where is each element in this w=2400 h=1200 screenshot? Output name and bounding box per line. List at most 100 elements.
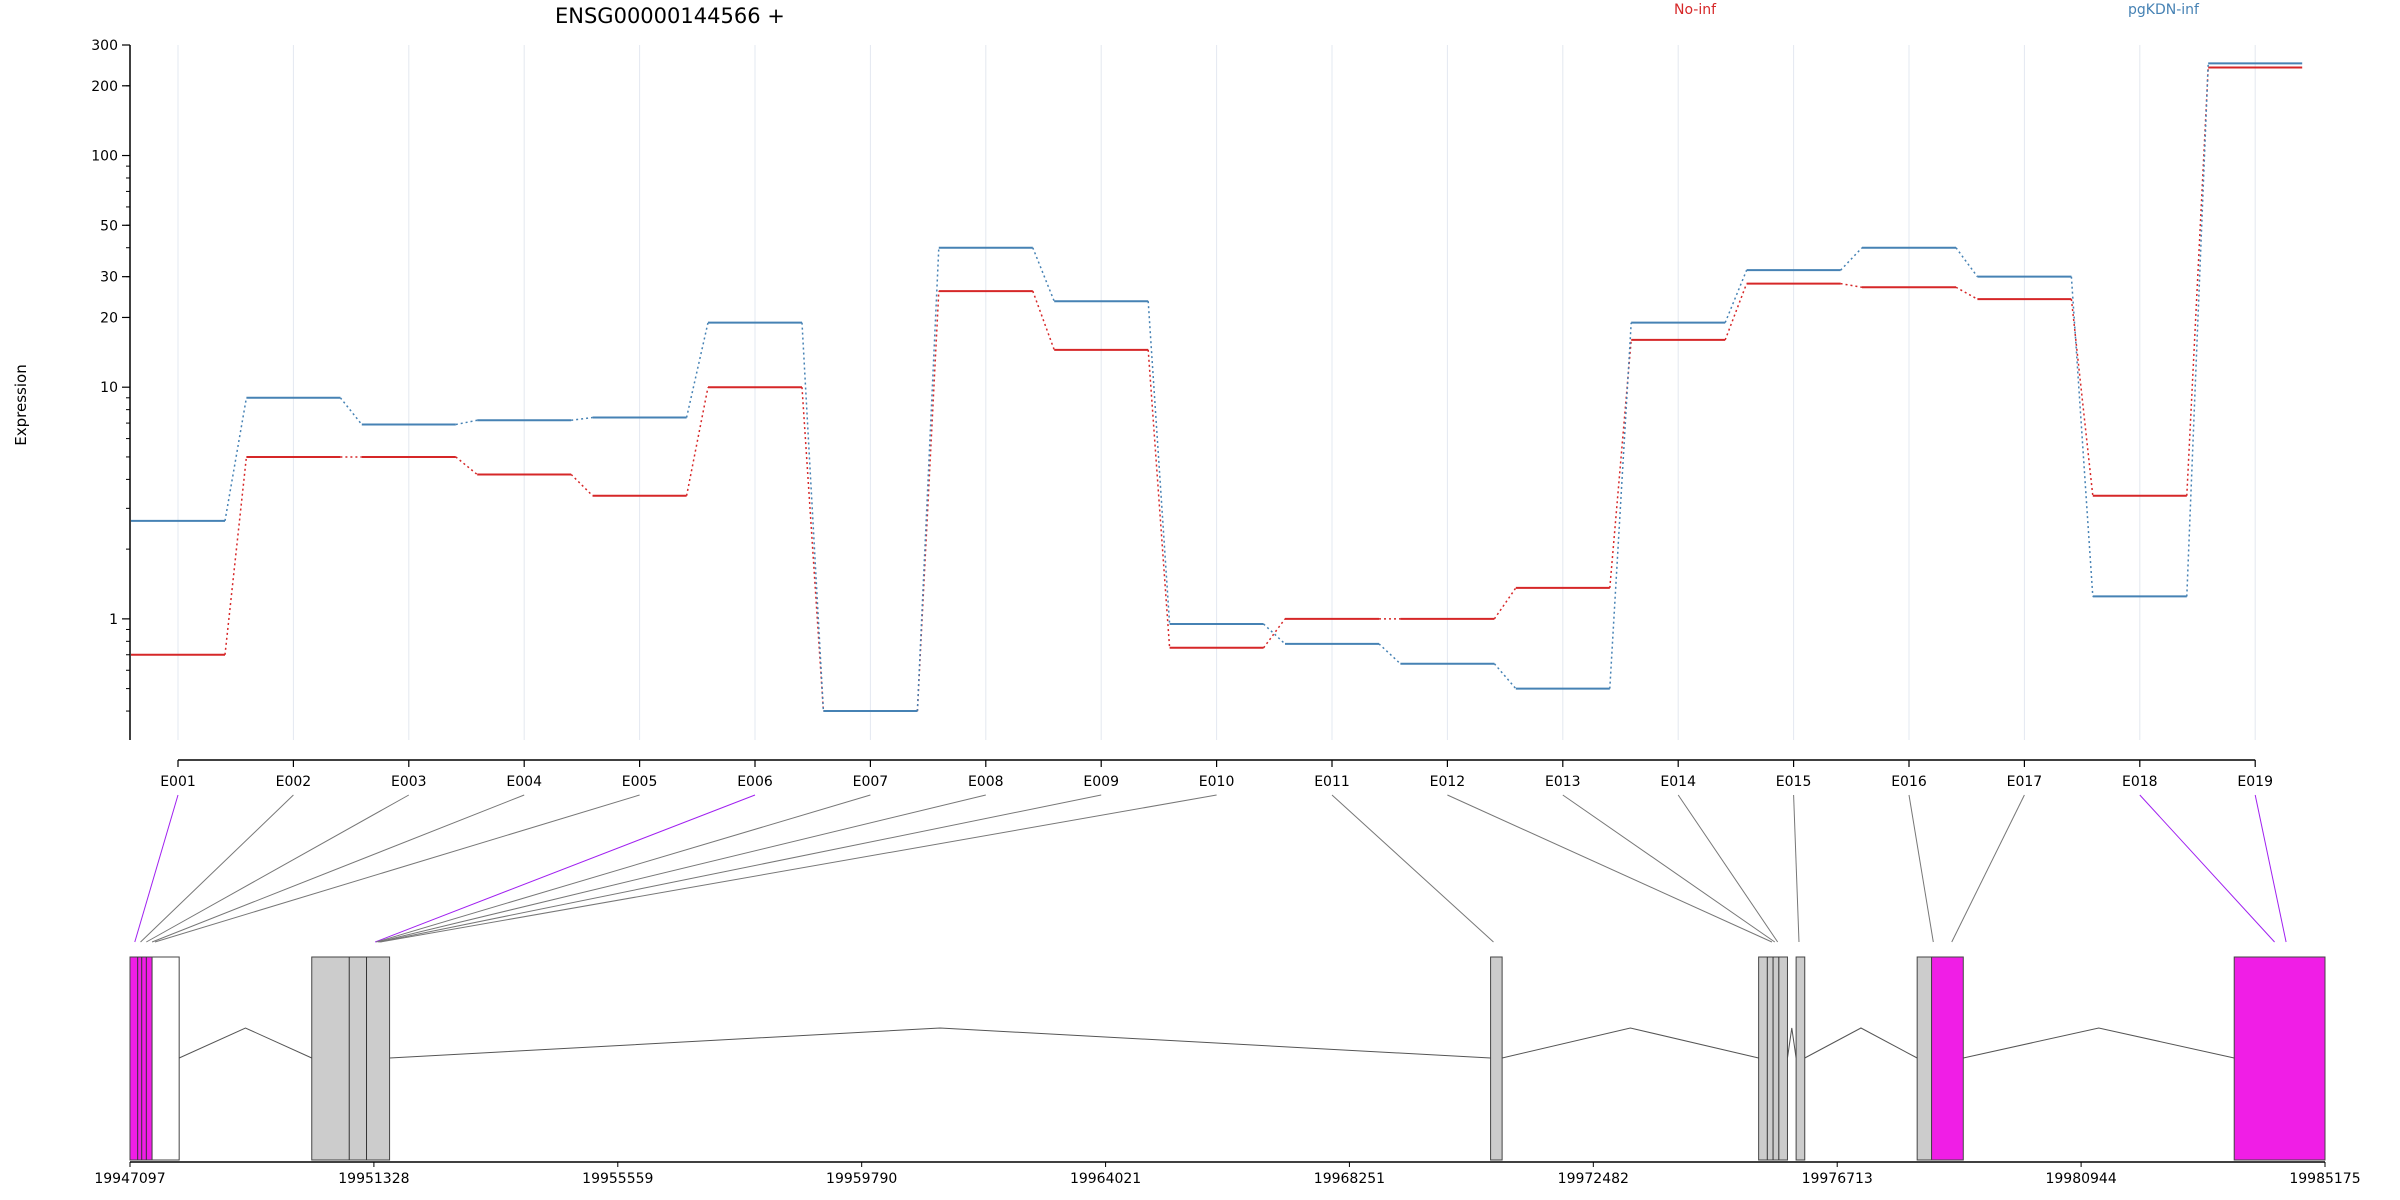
exon-label: E012 <box>1430 774 1466 790</box>
series-connector <box>2070 299 2094 496</box>
coordinate-label: 19968251 <box>1314 1171 1385 1187</box>
exon-connector <box>379 794 1102 943</box>
genomic-coordinate-axis: 19947097 19951328 19955559 19959790 19964021… <box>94 1161 2361 1187</box>
intron-line <box>1786 1027 1797 1059</box>
series-connector <box>916 291 940 712</box>
exon-label: E007 <box>853 774 889 790</box>
exon-box <box>129 956 153 1161</box>
series-connector <box>801 322 825 712</box>
series-connector <box>1840 282 1863 289</box>
exon-box <box>2233 956 2326 1161</box>
exon-connector <box>154 794 640 943</box>
legend-no-inf: No-inf <box>1674 2 1717 18</box>
exon-connector <box>146 794 410 943</box>
series-connector <box>1032 247 1055 302</box>
exon-connector <box>140 794 294 943</box>
exon-connector <box>1908 794 1934 943</box>
series-connector <box>801 387 825 712</box>
series-connector <box>2070 276 2094 597</box>
exon-connector <box>377 794 986 943</box>
series-connector <box>916 247 940 712</box>
exon-box <box>1916 956 1933 1161</box>
y-tick-label: 50 <box>100 218 118 234</box>
legend-pgkdn-inf: pgKDN-inf <box>2128 2 2200 18</box>
y-axis: 1 10 20 30 50 100 200 300 <box>91 38 131 740</box>
exon-connectors <box>134 794 2287 943</box>
y-tick-label: 300 <box>91 38 118 54</box>
y-tick-label: 20 <box>100 310 118 326</box>
exon-connector <box>1447 794 1773 943</box>
series-connector <box>685 387 709 496</box>
exon-connector <box>134 794 179 943</box>
exon-connector <box>151 794 525 943</box>
coordinate-label: 19959790 <box>826 1171 897 1187</box>
exon-connector <box>374 794 756 943</box>
exon-connector <box>2139 794 2275 943</box>
series-connector <box>1147 349 1171 648</box>
exon-connector <box>2254 794 2287 943</box>
series-connector <box>224 456 248 655</box>
exon-connector <box>380 794 1217 943</box>
series-connector <box>571 416 593 421</box>
series-connector <box>224 397 248 521</box>
series-connector <box>1724 269 1748 323</box>
series-connector <box>685 322 709 418</box>
exon-connector <box>1562 794 1776 943</box>
intron-line <box>178 1027 312 1059</box>
coordinate-label: 19951328 <box>338 1171 409 1187</box>
exon-label: E005 <box>622 774 658 790</box>
coordinate-label: 19976713 <box>1802 1171 1873 1187</box>
series-connector <box>1955 247 1979 278</box>
coordinate-label: 19972482 <box>1558 1171 1629 1187</box>
y-tick-label: 10 <box>100 380 118 396</box>
y-tick-label: 1 <box>109 612 118 628</box>
exon-box <box>1931 956 1964 1161</box>
intron-line <box>1963 1027 2235 1059</box>
series-connector <box>1493 587 1517 620</box>
exon-label: E016 <box>1891 774 1927 790</box>
exon-label: E002 <box>276 774 312 790</box>
exon-box <box>1795 956 1806 1161</box>
exon-label: E003 <box>391 774 427 790</box>
exon-label: E004 <box>506 774 542 790</box>
exon-connector <box>1793 794 1800 943</box>
exon-label: E011 <box>1314 774 1350 790</box>
exon-axis: E001 E002 E003 E004 E005 E006 E007 E008 E009 E010… <box>160 759 2273 790</box>
series-connector <box>1032 290 1055 351</box>
series-No-inf <box>131 66 2303 713</box>
coordinate-label: 19947097 <box>94 1171 165 1187</box>
coordinate-label: 19985175 <box>2289 1171 2360 1187</box>
exon-label: E006 <box>737 774 773 790</box>
exon-box <box>311 956 391 1161</box>
exon-connector <box>1331 794 1494 943</box>
exon-connector <box>1677 794 1779 943</box>
intron-line <box>389 1027 1491 1059</box>
series-connector <box>1147 301 1171 625</box>
exon-label: E008 <box>968 774 1004 790</box>
y-tick-label: 30 <box>100 270 118 286</box>
exon-box <box>151 956 180 1161</box>
exon-label: E010 <box>1199 774 1235 790</box>
series-connector <box>455 419 478 426</box>
series-connector <box>1609 339 1632 588</box>
series-connector <box>1378 643 1401 665</box>
y-tick-label: 100 <box>91 149 118 165</box>
intron-line <box>1804 1027 1918 1059</box>
series-connector <box>1493 663 1517 690</box>
exon-label: E018 <box>2122 774 2158 790</box>
series-connector <box>339 397 363 426</box>
series-connector <box>570 473 594 497</box>
coordinate-label: 19964021 <box>1070 1171 1141 1187</box>
series-connector <box>1955 286 1978 300</box>
series-connector <box>455 456 478 476</box>
series-connector <box>1724 283 1748 341</box>
series-connector <box>1840 247 1863 271</box>
exon-box <box>1490 956 1503 1161</box>
series-connector <box>2186 63 2209 597</box>
coordinate-label: 19955559 <box>582 1171 653 1187</box>
intron-line <box>1502 1027 1759 1059</box>
chart-title: ENSG00000144566 + <box>555 4 785 28</box>
exon-label: E001 <box>160 774 196 790</box>
exon-connector <box>376 794 871 943</box>
series-pgKDN-inf <box>131 62 2303 713</box>
